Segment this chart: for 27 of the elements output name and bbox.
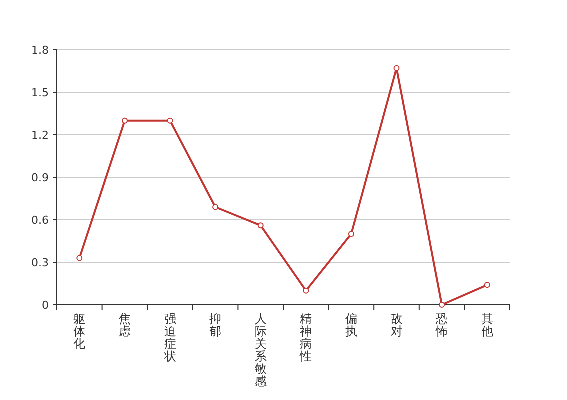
x-tick-label: 抑郁: [210, 312, 222, 338]
x-tick-label: 恐怖: [435, 312, 448, 338]
point: [76, 255, 83, 262]
point: [439, 302, 446, 308]
x-tick-label: 精神病性: [299, 312, 312, 364]
x-tick-label: 偏执: [345, 312, 358, 338]
y-tick-label: 0.9: [32, 172, 49, 184]
x-tick-label: 敌对: [390, 312, 403, 338]
point: [167, 118, 174, 124]
point: [348, 231, 354, 238]
y-tick-label: 0.3: [32, 256, 49, 270]
point: [394, 65, 400, 72]
point: [212, 204, 219, 210]
y-tick-label: 0: [42, 299, 49, 312]
y-tick-label: 1.5: [32, 86, 49, 100]
point: [258, 222, 264, 229]
y-tick-label: 1.2: [32, 129, 49, 142]
y-tick-label: 0.6: [32, 214, 49, 227]
x-tick-label: 其他: [481, 312, 494, 338]
x-tick-label: 躯体化: [74, 312, 86, 351]
point: [484, 282, 490, 288]
x-tick-label: 强迫症状: [163, 312, 176, 364]
point: [303, 288, 310, 294]
point: [122, 118, 128, 124]
x-tick-label: 焦虑: [118, 312, 131, 338]
y-tick-label: 1.8: [32, 44, 49, 57]
x-tick-label: 人际关系敏感: [254, 312, 267, 388]
